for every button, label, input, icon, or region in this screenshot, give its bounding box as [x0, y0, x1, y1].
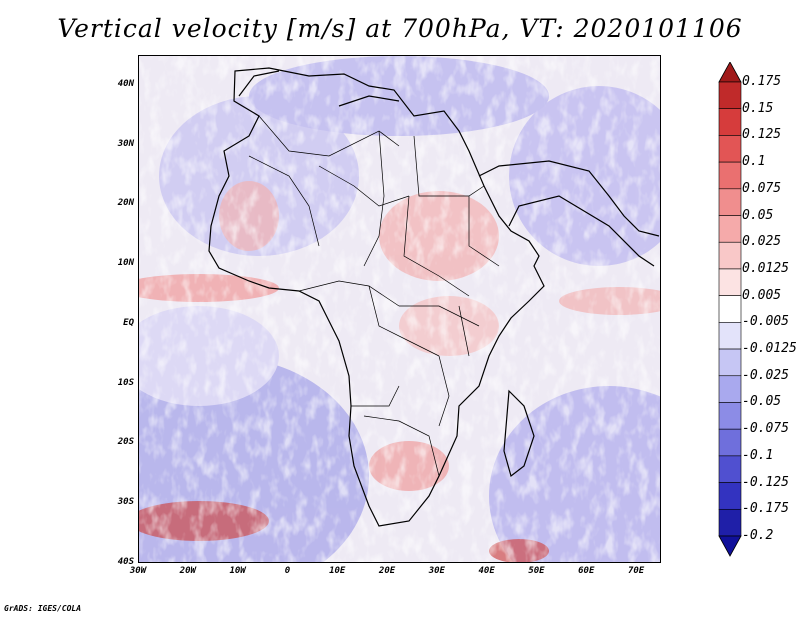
- colorbar-level-label: -0.125: [742, 474, 789, 490]
- colorbar-bin: [718, 268, 742, 296]
- lat-tick-label: 40N: [117, 78, 134, 89]
- lon-tick-label: 40E: [478, 566, 495, 576]
- colorbar-level-label: 0.175: [742, 74, 782, 89]
- map-panel: [138, 55, 661, 563]
- colorbar-bin: [718, 215, 742, 243]
- colorbar-bin: [718, 482, 742, 510]
- colorbar-level-label: 0.075: [742, 180, 782, 196]
- lat-tick-label: 40S: [117, 557, 134, 567]
- colorbar-bin: [718, 81, 742, 110]
- lon-tick-label: 60E: [578, 566, 595, 576]
- colorbar-bin: [718, 188, 742, 216]
- colorbar-level-label: 0.125: [742, 127, 782, 143]
- grads-credit: GrADS: IGES/COLA: [4, 604, 82, 613]
- lon-tick-label: 30W: [129, 566, 147, 576]
- colorbar-bin: [718, 241, 742, 270]
- velocity-field-map: [139, 56, 660, 562]
- colorbar-bin: [718, 508, 742, 537]
- map-title: Vertical velocity [m/s] at 700hPa, VT: 2…: [57, 14, 743, 43]
- colorbar-max-triangle: [718, 62, 742, 83]
- madagascar-outline: [503, 389, 535, 478]
- lat-tick-label: EQ: [123, 317, 134, 328]
- lat-tick-label: 30S: [117, 497, 134, 508]
- colorbar-bin: [718, 348, 742, 377]
- lat-tick-label: 20N: [117, 198, 134, 209]
- colorbar-bin: [718, 402, 742, 430]
- field-texture: [139, 56, 660, 562]
- colorbar: [718, 62, 742, 557]
- colorbar-level-label: -0.075: [742, 421, 789, 437]
- colorbar-bin: [718, 295, 742, 323]
- country-borders: [248, 115, 500, 477]
- lat-tick-label: 20S: [117, 437, 134, 448]
- lon-tick-label: 50E: [528, 566, 545, 576]
- colorbar-level-label: -0.05: [742, 394, 782, 410]
- colorbar-bin: [718, 108, 742, 136]
- colorbar-bin: [718, 322, 742, 350]
- lon-tick-label: 20W: [179, 566, 196, 576]
- colorbar-level-label: 0.025: [742, 234, 782, 250]
- lat-tick-label: 30N: [117, 138, 134, 149]
- lon-tick-label: 10W: [229, 566, 246, 576]
- lon-tick-label: 0: [284, 566, 291, 576]
- lon-tick-label: 20E: [378, 566, 396, 576]
- colorbar-level-label: -0.1: [742, 447, 774, 463]
- colorbar-bin: [718, 161, 742, 190]
- colorbar-level-label: -0.0125: [742, 341, 797, 357]
- lon-tick-label: 10E: [329, 566, 346, 576]
- lon-tick-label: 70E: [627, 566, 645, 576]
- colorbar-bin: [718, 375, 742, 403]
- colorbar-bin: [718, 455, 742, 483]
- colorbar-level-label: 0.1: [742, 154, 766, 170]
- lat-tick-label: 10S: [117, 377, 134, 388]
- colorbar-level-label: 0.05: [742, 207, 774, 223]
- colorbar-level-label: 0.005: [742, 287, 782, 303]
- colorbar-level-label: 0.15: [742, 100, 774, 116]
- colorbar-level-label: -0.025: [742, 367, 789, 383]
- colorbar-bin: [718, 135, 742, 163]
- lat-tick-label: 10N: [117, 258, 134, 269]
- colorbar-bin: [718, 428, 742, 457]
- colorbar-min-triangle: [718, 535, 742, 557]
- colorbar-level-label: -0.175: [742, 501, 789, 517]
- lon-tick-label: 30E: [428, 566, 445, 576]
- colorbar-level-label: -0.2: [742, 528, 774, 543]
- colorbar-level-label: -0.005: [742, 314, 789, 330]
- colorbar-level-label: 0.0125: [742, 260, 789, 276]
